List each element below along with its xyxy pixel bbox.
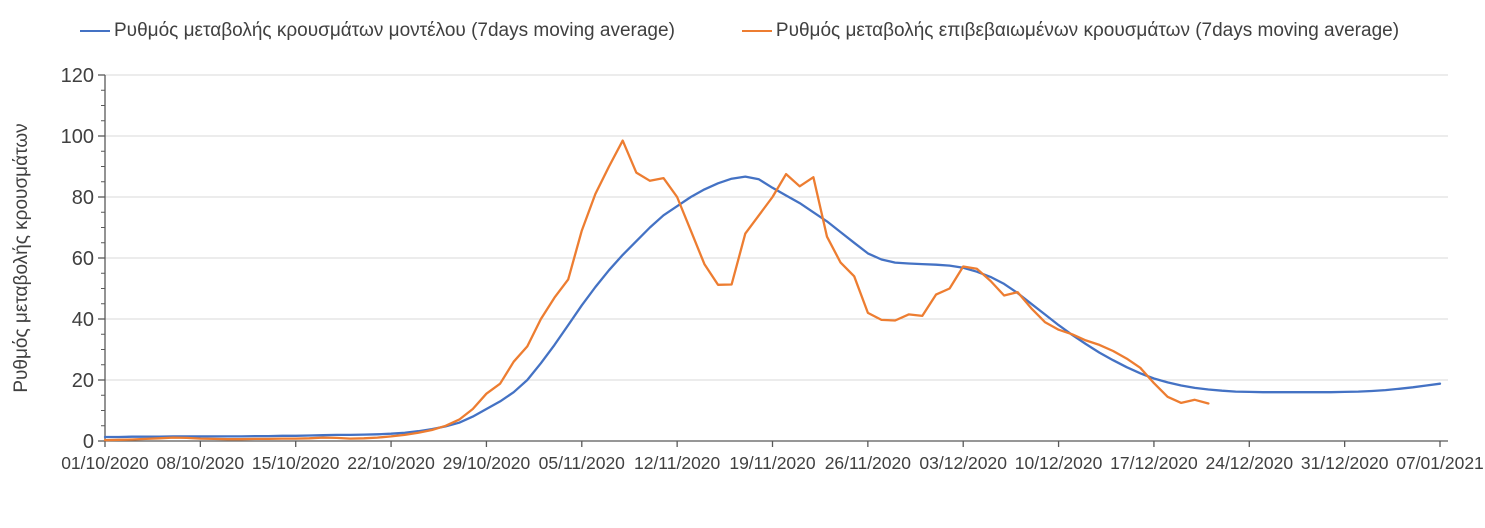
legend-item-model[interactable]: Ρυθμός μεταβολής κρουσμάτων μοντέλου (7d… <box>80 20 675 42</box>
y-tick-label: 100 <box>61 126 94 148</box>
legend-label-confirmed: Ρυθμός μεταβολής επιβεβαιωμένων κρουσμάτ… <box>775 20 1400 41</box>
x-tick-label: 12/11/2020 <box>634 453 721 473</box>
legend-label-model: Ρυθμός μεταβολής κρουσμάτων μοντέλου (7d… <box>114 20 675 41</box>
x-tick-label: 15/10/2020 <box>252 453 340 473</box>
x-tick-label: 01/10/2020 <box>61 453 149 473</box>
x-tick-label: 26/11/2020 <box>825 453 912 473</box>
y-tick-label: 60 <box>72 248 94 270</box>
x-tick-label: 24/12/2020 <box>1205 453 1293 473</box>
y-tick-label: 120 <box>61 65 94 87</box>
x-tick-label: 19/11/2020 <box>729 453 816 473</box>
y-tick-label: 80 <box>72 187 94 209</box>
x-tick-label: 08/10/2020 <box>157 453 245 473</box>
legend: Ρυθμός μεταβολής κρουσμάτων μοντέλου (7d… <box>80 20 1399 42</box>
x-tick-label: 17/12/2020 <box>1110 453 1198 473</box>
legend-marker-confirmed-icon <box>741 29 772 33</box>
y-tick-label: 40 <box>72 309 94 331</box>
y-tick-label: 20 <box>72 370 94 392</box>
gridlines <box>105 74 1448 381</box>
x-axis-ticks: 01/10/2020 08/10/2020 15/10/2020 22/10/2020… <box>61 441 1484 473</box>
legend-marker-model-icon <box>80 29 110 33</box>
y-axis-title: Ρυθμός μεταβολής κρουσμάτων <box>11 123 32 392</box>
legend-item-confirmed[interactable]: Ρυθμός μεταβολής επιβεβαιωμένων κρουσμάτ… <box>741 20 1400 42</box>
series-model-line <box>103 175 1442 439</box>
x-tick-label: 29/10/2020 <box>443 453 531 473</box>
x-tick-label: 05/11/2020 <box>539 453 626 473</box>
y-tick-label: 0 <box>83 431 94 453</box>
x-tick-label: 31/12/2020 <box>1301 453 1389 473</box>
series-confirmed-line <box>103 139 1210 442</box>
x-tick-label: 10/12/2020 <box>1015 453 1103 473</box>
x-tick-label: 07/01/2021 <box>1396 453 1484 473</box>
y-axis-ticks: 0 20 40 60 80 100 120 <box>61 65 105 453</box>
x-tick-label: 22/10/2020 <box>347 453 435 473</box>
x-tick-label: 03/12/2020 <box>919 453 1007 473</box>
